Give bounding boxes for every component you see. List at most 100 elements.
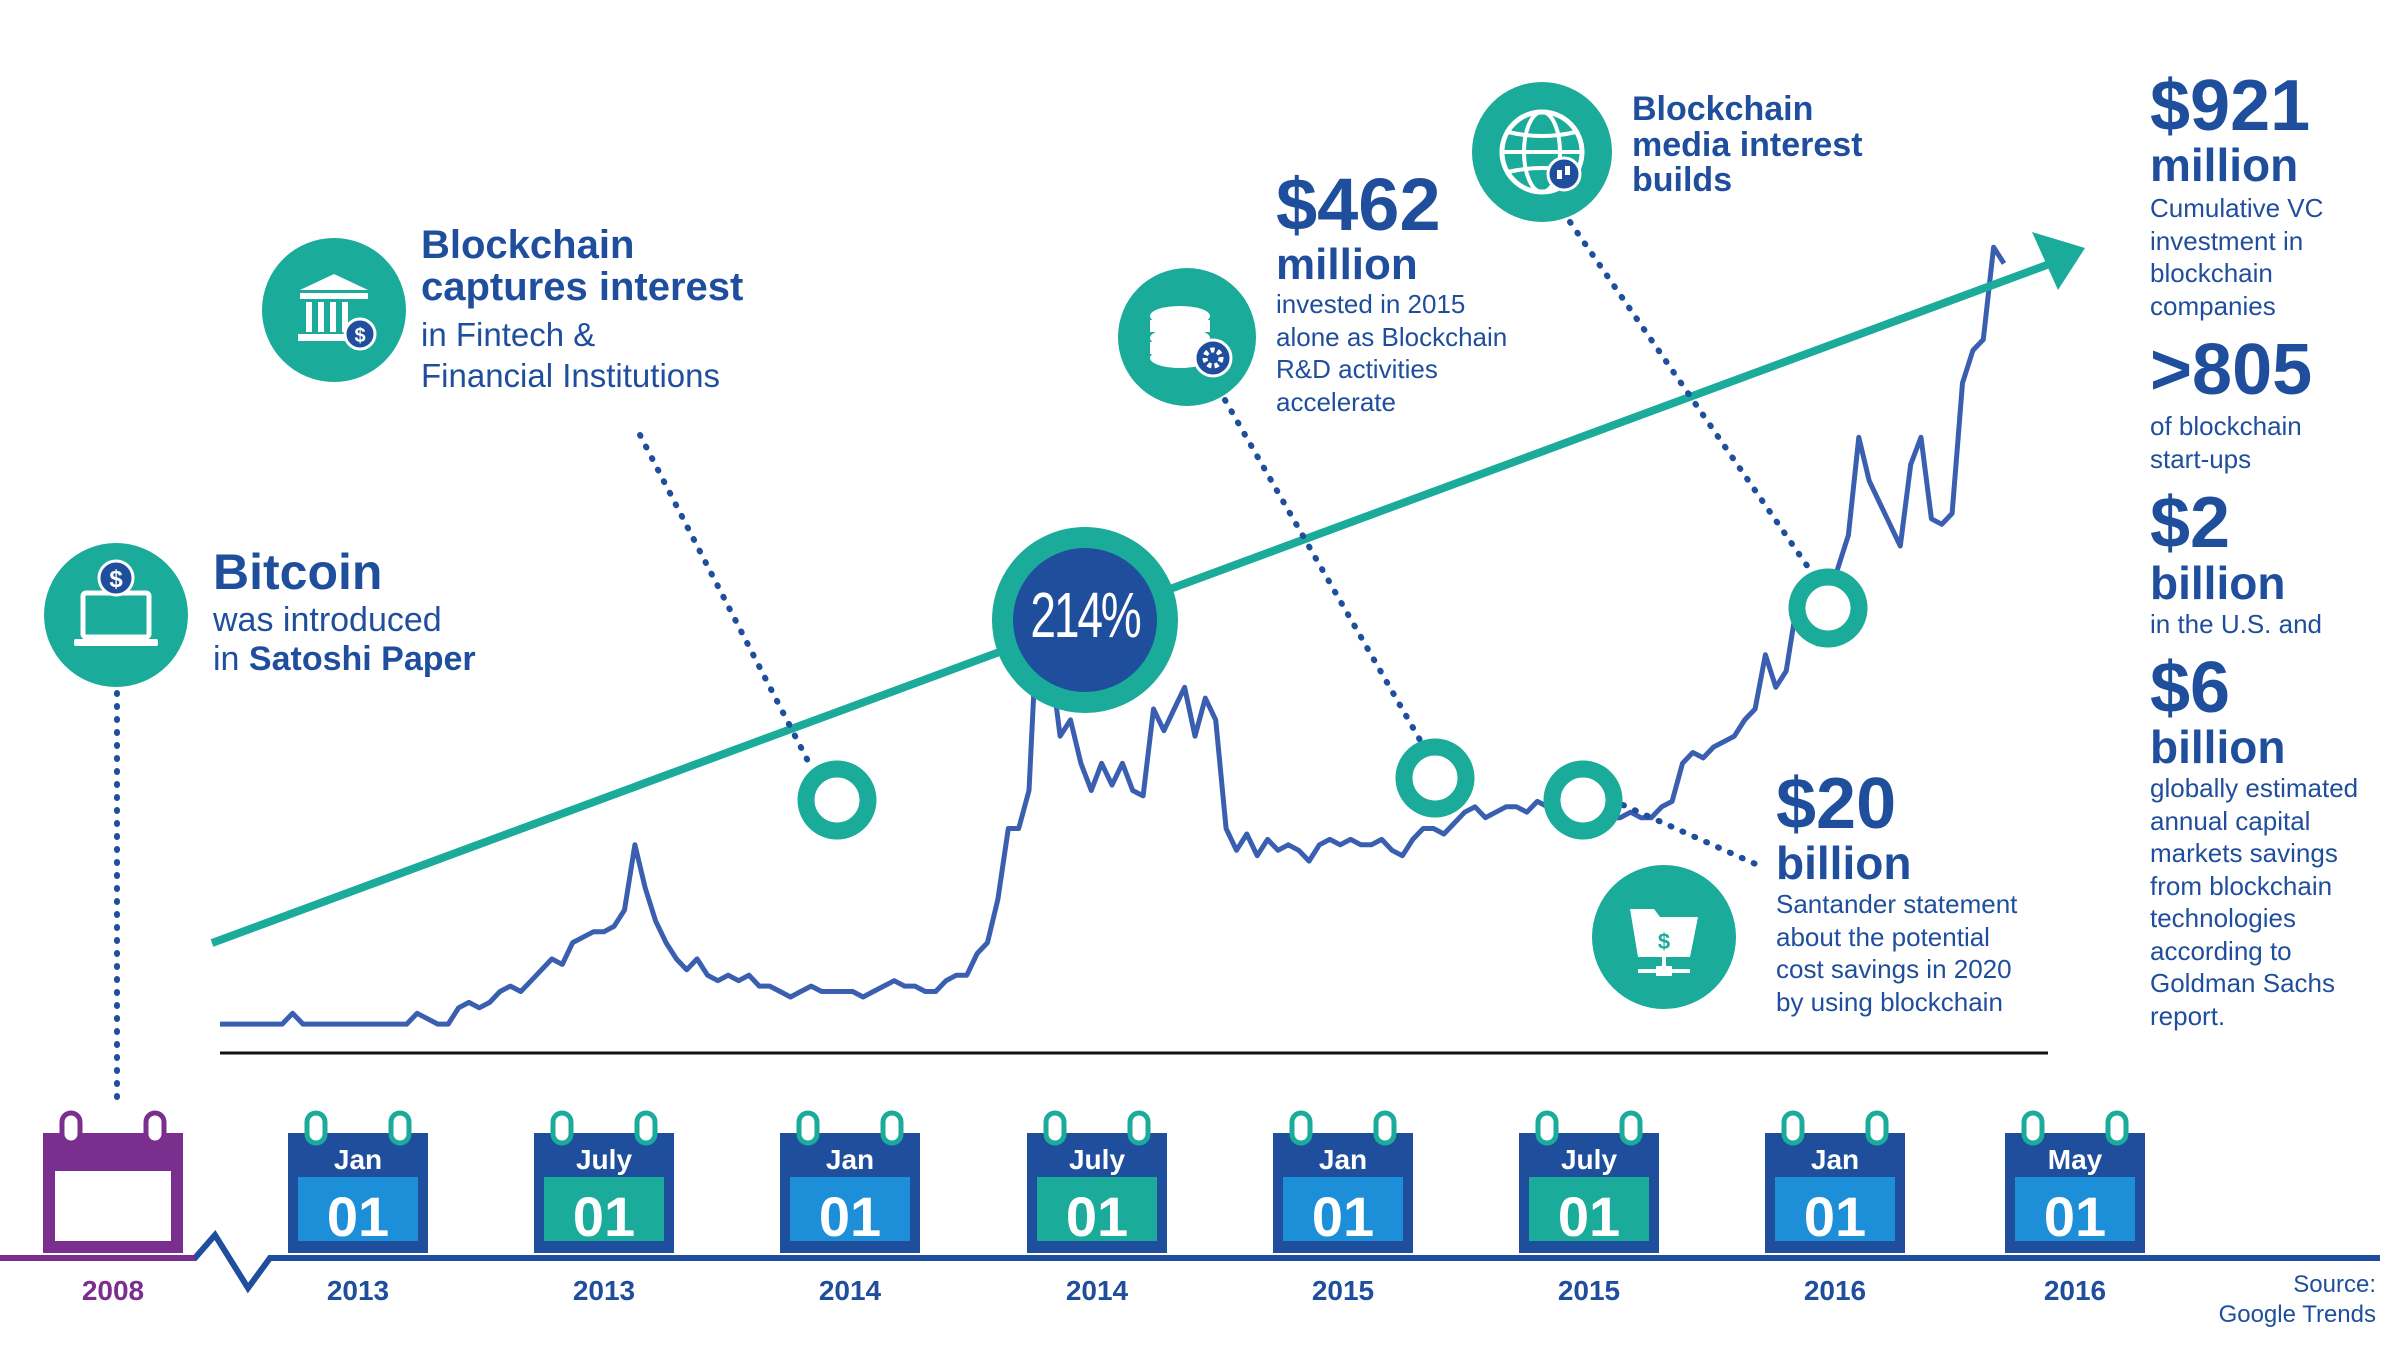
- calendar-day: 01: [1066, 1185, 1128, 1248]
- callout-media-line: builds: [1632, 161, 1733, 200]
- folder-dollar-icon: $: [1630, 909, 1698, 976]
- calendar-month: Jan: [826, 1144, 874, 1175]
- calendar-day-box: [544, 1177, 664, 1241]
- calendar-ring-icon: [2105, 1110, 2129, 1146]
- source-line2: Google Trends: [2218, 1301, 2376, 1328]
- calendar-day-box: [2015, 1177, 2135, 1241]
- calendar-month: July: [1561, 1144, 1617, 1175]
- stat-vc-unit: million: [2150, 139, 2299, 192]
- stat-vc-line: companies: [2150, 290, 2276, 321]
- calendar-ring-icon: [1619, 1110, 1643, 1146]
- callout-santander-line: Santander statement: [1776, 889, 2018, 920]
- calendar-year: 2008: [82, 1275, 144, 1306]
- stat-vc-line: investment in: [2150, 225, 2304, 256]
- leader-fintech: [637, 432, 813, 768]
- stat-global-line: report.: [2150, 1000, 2226, 1031]
- stat-global-line: from blockchain: [2150, 870, 2333, 901]
- callout-bitcoin-title: Bitcoin: [213, 544, 383, 600]
- calendar-month: Jan: [1319, 1144, 1367, 1175]
- timeline-calendar: Jan 01 2016: [1765, 1110, 1905, 1306]
- callout-rd-amount: $462: [1276, 163, 1441, 246]
- callout-fintech-line2: Financial Institutions: [421, 357, 720, 395]
- callout-fintech-title2: captures interest: [421, 265, 744, 309]
- svg-text:$: $: [354, 325, 365, 347]
- callout-fintech: Blockchain captures interest in Fintech …: [421, 224, 743, 397]
- calendar-ring-icon: [388, 1110, 412, 1146]
- calendar-blank: [55, 1171, 171, 1241]
- laptop-dollar-icon: $: [74, 559, 158, 646]
- calendar-day: 01: [1312, 1185, 1374, 1248]
- stat-us-amount: $2: [2150, 483, 2231, 564]
- calendar-ring-icon: [1535, 1110, 1559, 1146]
- timeline-calendar: Jan 01 2014: [780, 1110, 920, 1306]
- callout-rd-line: invested in 2015: [1276, 289, 1466, 320]
- calendar-day-box: [1775, 1177, 1895, 1241]
- calendar-month: Jan: [334, 1144, 382, 1175]
- stat-global-line: Goldman Sachs: [2150, 968, 2335, 999]
- callout-rd: $462 million invested in 2015 alone as B…: [1276, 163, 1507, 418]
- calendar-day: 01: [2044, 1185, 2106, 1248]
- milestone-ring-rd: [1395, 738, 1475, 818]
- stat-global-line: according to: [2150, 935, 2292, 966]
- calendar-ring-icon: [2021, 1110, 2045, 1146]
- leader-rd: [1222, 397, 1423, 743]
- callout-bitcoin-line2-bold: Satoshi Paper: [248, 639, 476, 678]
- calendar-day-box: [790, 1177, 910, 1241]
- callout-rd-unit: million: [1276, 240, 1418, 290]
- calendar-ring-icon: [1127, 1110, 1151, 1146]
- callout-rd-line: accelerate: [1276, 386, 1396, 417]
- milestone-ring-fintech: [797, 760, 877, 840]
- calendar-ring-icon: [550, 1110, 574, 1146]
- calendar-month: Jan: [1811, 1144, 1859, 1175]
- stat-vc-line: blockchain: [2150, 258, 2273, 289]
- stat-startups-line: start-ups: [2150, 443, 2252, 474]
- callout-santander: $20 billion Santander statement about th…: [1776, 764, 2018, 1018]
- timeline-calendar: Jan 01 2013: [288, 1110, 428, 1306]
- calendar-ring-icon: [634, 1110, 658, 1146]
- calendar-year: 2016: [2044, 1275, 2106, 1306]
- callout-media-line: Blockchain: [1632, 90, 1814, 128]
- callout-bitcoin-line2-pre: in: [213, 639, 249, 678]
- calendar-ring-icon: [59, 1110, 83, 1146]
- callout-fintech-line1: in Fintech &: [421, 316, 596, 353]
- fintech-icon-circle: $: [262, 238, 406, 382]
- calendar-ring-icon: [796, 1110, 820, 1146]
- callout-santander-line: by using blockchain: [1776, 986, 2003, 1017]
- callout-santander-line: about the potential: [1776, 921, 1990, 952]
- timeline-calendar: Jan 01 2015: [1273, 1110, 1413, 1306]
- calendar-year: 2013: [573, 1275, 635, 1306]
- calendar-year: 2014: [819, 1275, 882, 1306]
- calendar-day: 01: [1558, 1185, 1620, 1248]
- growth-label: 214%: [1030, 579, 1141, 651]
- callout-bitcoin-line1: was introduced: [213, 600, 442, 639]
- milestone-ring-media: [1788, 568, 1868, 648]
- leader-media: [1567, 219, 1813, 573]
- stat-global-line: technologies: [2150, 903, 2296, 934]
- calendar-year: 2016: [1804, 1275, 1866, 1306]
- globe-icon: [1499, 109, 1585, 195]
- stat-global-amount: $6: [2150, 648, 2231, 729]
- calendar-year: 2014: [1066, 1275, 1129, 1306]
- stat-global-line: annual capital: [2150, 805, 2311, 836]
- callout-bitcoin-line2: in Satoshi Paper: [213, 640, 476, 679]
- growth-bubble-inner: [1013, 548, 1157, 692]
- rd-icon-circle: [1118, 268, 1256, 406]
- stat-vc-amount: $921: [2150, 66, 2311, 146]
- calendar-year: 2013: [327, 1275, 389, 1306]
- source-line1: Source:: [2293, 1271, 2376, 1298]
- growth-arrow-head: [2032, 232, 2085, 290]
- calendar-ring-icon: [1865, 1110, 1889, 1146]
- leader-santander: [1620, 802, 1763, 869]
- callout-santander-amount: $20: [1776, 764, 1897, 844]
- stat-global-line: globally estimated: [2150, 773, 2359, 804]
- calendar-ring-icon: [304, 1110, 328, 1146]
- callout-santander-unit: billion: [1776, 837, 1912, 890]
- stat-us-line: in the U.S. and: [2150, 608, 2322, 639]
- calendar-month: May: [2048, 1144, 2103, 1175]
- timeline-calendar: July 01 2014: [1027, 1110, 1167, 1306]
- svg-text:$: $: [1658, 929, 1670, 954]
- bank-icon: $: [298, 274, 377, 351]
- calendar-day-box: [298, 1177, 418, 1241]
